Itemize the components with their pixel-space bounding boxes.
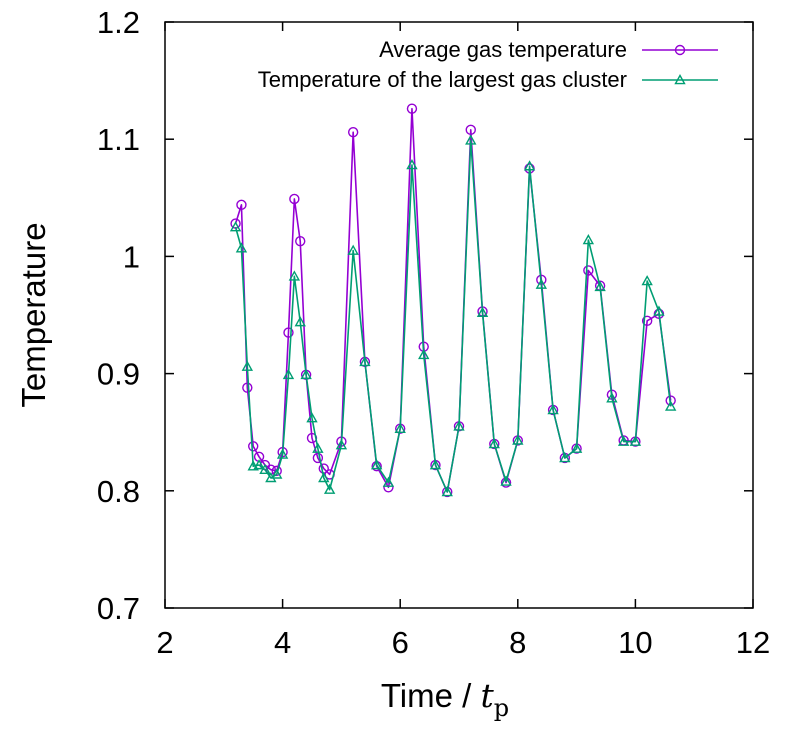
data-point — [259, 463, 271, 475]
data-point — [653, 305, 665, 316]
tick-labels-layer: 2 4 6 8 10 12 0.7 0.8 0.9 1 1.1 1.2 — [97, 5, 770, 660]
data-point — [288, 270, 301, 281]
series-1-line — [234, 107, 672, 493]
data-point — [641, 315, 653, 327]
legend-label: Temperature of the largest gas cluster — [258, 67, 627, 92]
data-point — [664, 400, 677, 411]
data-point — [453, 420, 465, 431]
data-point — [253, 459, 265, 470]
data-point — [523, 160, 536, 171]
y-tick-label: 0.8 — [97, 474, 140, 509]
data-point — [312, 442, 324, 453]
x-tick-label: 12 — [736, 625, 770, 660]
y-tick-label: 1 — [123, 239, 140, 274]
data-point — [242, 382, 253, 393]
data-point — [318, 471, 330, 483]
x-tick-label: 2 — [156, 625, 173, 660]
data-point — [406, 159, 418, 170]
data-point — [323, 483, 336, 494]
data-point — [241, 360, 254, 371]
x-tick-label: 6 — [392, 625, 409, 660]
data-point — [370, 459, 383, 470]
data-point — [276, 448, 289, 459]
data-point — [283, 327, 294, 338]
x-tick-label: 8 — [509, 625, 526, 660]
data-point — [235, 242, 248, 253]
data-point — [559, 452, 571, 463]
data-point — [606, 392, 618, 403]
data-point — [629, 435, 642, 446]
x-axis-title: Time / tp — [381, 676, 509, 722]
series-layer — [229, 103, 677, 498]
data-point — [306, 412, 318, 423]
data-point — [294, 316, 306, 327]
data-point — [476, 306, 489, 317]
data-point — [382, 476, 395, 487]
data-point — [617, 435, 630, 446]
data-point — [570, 442, 583, 453]
data-point — [300, 368, 312, 380]
data-point — [282, 368, 295, 380]
data-point — [289, 193, 300, 205]
x-axis-title-subscript: p — [494, 694, 509, 722]
data-point — [406, 103, 418, 114]
data-point — [347, 244, 359, 255]
legend-marker — [674, 44, 686, 56]
x-axis-title-variable: t — [480, 676, 494, 715]
ticks-layer — [164, 21, 754, 609]
data-point — [582, 234, 595, 245]
data-point — [583, 265, 594, 276]
y-tick-label: 0.9 — [97, 357, 140, 392]
data-point — [295, 235, 306, 247]
data-point — [465, 134, 477, 145]
y-tick-label: 1.2 — [97, 5, 140, 40]
y-tick-label: 0.7 — [97, 591, 140, 626]
data-point — [535, 278, 548, 289]
data-point — [394, 422, 406, 433]
data-point — [500, 475, 512, 486]
data-point — [488, 437, 500, 449]
data-point — [465, 124, 476, 136]
data-point — [418, 348, 430, 360]
data-point — [512, 434, 524, 445]
data-point — [236, 199, 247, 211]
data-point — [271, 465, 282, 477]
plot-frame — [164, 21, 754, 609]
legend-marker — [674, 74, 686, 85]
data-point — [229, 221, 242, 232]
data-point — [594, 280, 606, 292]
data-point — [441, 486, 453, 497]
x-tick-label: 10 — [618, 625, 652, 660]
data-point — [359, 355, 371, 367]
x-tick-label: 4 — [274, 625, 291, 660]
y-axis-title: Temperature — [15, 222, 52, 407]
data-point — [271, 468, 283, 479]
data-point — [312, 452, 324, 464]
legend: Average gas temperature Temperature of th… — [258, 37, 718, 92]
data-point — [547, 403, 559, 415]
data-point — [429, 459, 442, 470]
series-2-line — [234, 139, 672, 493]
data-point — [247, 441, 259, 452]
x-axis-title-text: Time / — [381, 677, 481, 714]
legend-label: Average gas temperature — [379, 37, 627, 62]
y-tick-label: 1.1 — [97, 122, 140, 157]
data-point — [347, 126, 359, 138]
data-point — [641, 275, 653, 286]
data-point — [335, 439, 348, 450]
series-2 — [229, 134, 677, 497]
